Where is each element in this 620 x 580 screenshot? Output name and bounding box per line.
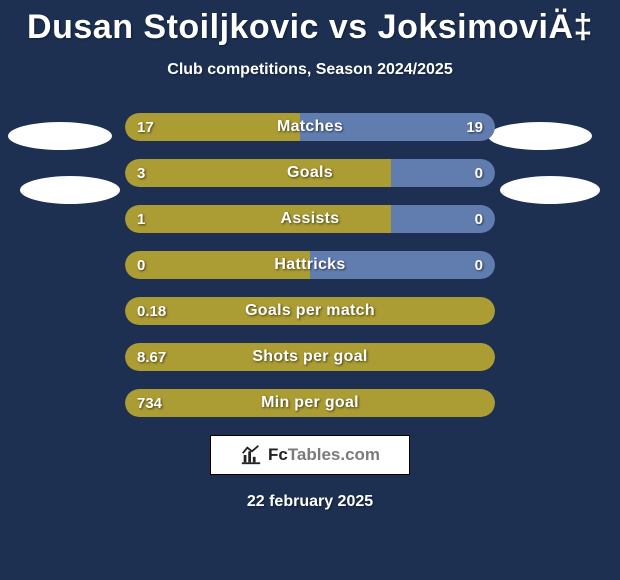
stat-row-shots-per-goal: 8.67Shots per goal [125, 343, 495, 371]
stat-label: Assists [125, 205, 495, 233]
stat-label: Goals [125, 159, 495, 187]
stat-label: Hattricks [125, 251, 495, 279]
stat-row-hattricks: 00Hattricks [125, 251, 495, 279]
logo-text-left: Fc [268, 445, 288, 464]
stat-row-min-per-goal: 734Min per goal [125, 389, 495, 417]
stat-row-goals: 30Goals [125, 159, 495, 187]
footer-date: 22 february 2025 [0, 493, 620, 511]
side-ellipse-3 [500, 176, 600, 204]
logo-text-right: Tables.com [288, 445, 380, 464]
side-ellipse-0 [8, 122, 112, 150]
fctables-logo: FcTables.com [210, 435, 410, 475]
stat-row-assists: 10Assists [125, 205, 495, 233]
stat-row-goals-per-match: 0.18Goals per match [125, 297, 495, 325]
logo-text: FcTables.com [268, 445, 380, 465]
stat-label: Shots per goal [125, 343, 495, 371]
side-ellipse-1 [20, 176, 120, 204]
page-title: Dusan Stoiljkovic vs JoksimoviÄ‡ [0, 0, 620, 47]
stat-label: Matches [125, 113, 495, 141]
chart-icon [240, 444, 262, 466]
stat-label: Goals per match [125, 297, 495, 325]
page-subtitle: Club competitions, Season 2024/2025 [0, 61, 620, 79]
stat-row-matches: 1719Matches [125, 113, 495, 141]
stats-container: 1719Matches 30Goals 10Assists 00Hattricks 0.… [125, 113, 495, 417]
side-ellipse-2 [488, 122, 592, 150]
stat-label: Min per goal [125, 389, 495, 417]
